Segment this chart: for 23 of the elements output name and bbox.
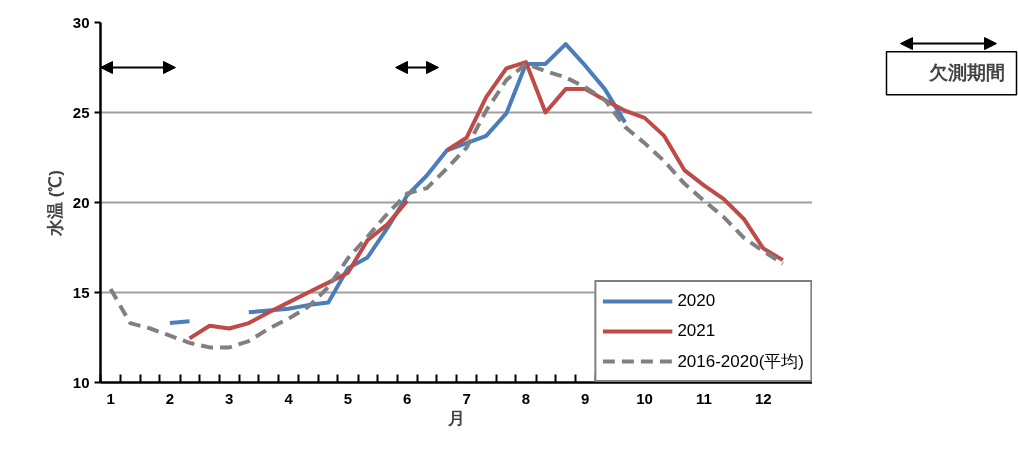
x-axis-title: 月 <box>447 408 465 428</box>
x-tick-label: 6 <box>403 389 412 407</box>
y-tick-label: 25 <box>72 103 90 121</box>
x-tick-label: 12 <box>754 389 772 407</box>
y-tick-label: 15 <box>72 283 90 301</box>
y-tick-label: 30 <box>72 13 90 31</box>
x-tick-label: 2 <box>165 389 175 407</box>
x-tick-label: 9 <box>581 389 590 407</box>
x-tick-label: 10 <box>636 389 653 407</box>
x-tick-label: 4 <box>284 389 294 407</box>
text: 欠測期間 <box>927 61 1005 83</box>
x-tick-label: 11 <box>695 389 712 407</box>
legend-label: 2021 <box>677 320 716 342</box>
x-tick-label: 8 <box>521 389 531 407</box>
legend-label: 2016-2020(平均) <box>677 350 804 373</box>
y-axis-title: 水温 (℃) <box>45 169 65 238</box>
legend-label: 2020 <box>677 290 716 312</box>
y-tick-label: 20 <box>72 193 90 211</box>
x-tick-label: 5 <box>343 389 353 407</box>
x-tick-label: 1 <box>106 389 115 407</box>
x-tick-label: 3 <box>225 389 234 407</box>
x-tick-label: 7 <box>462 389 471 407</box>
y-tick-label: 10 <box>72 373 90 391</box>
